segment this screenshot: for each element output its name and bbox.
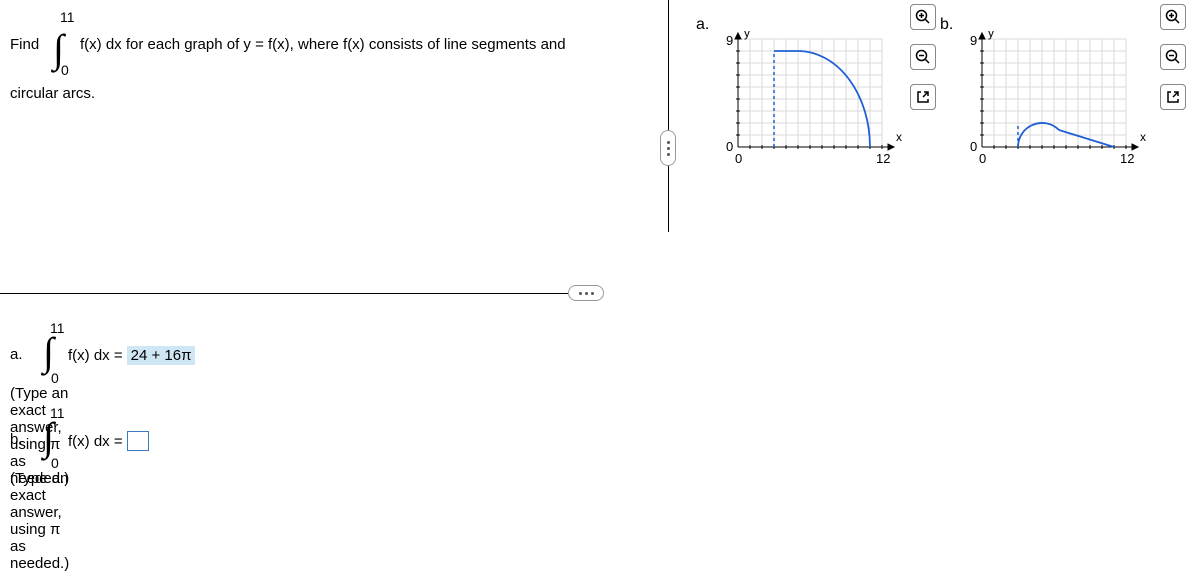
answer-a-value[interactable]: 24 + 16π bbox=[127, 346, 196, 365]
svg-text:9: 9 bbox=[970, 33, 977, 48]
zoom-in-icon[interactable] bbox=[1160, 4, 1186, 30]
svg-text:0: 0 bbox=[979, 151, 986, 166]
ymax-label: 9 bbox=[726, 33, 733, 48]
zoom-in-icon[interactable] bbox=[910, 4, 936, 30]
more-options-button[interactable] bbox=[568, 285, 604, 301]
answer-a-lower: 0 bbox=[51, 370, 59, 386]
question-line2: circular arcs. bbox=[10, 80, 95, 107]
vertical-divider bbox=[668, 0, 669, 232]
question-line1: f(x) dx for each graph of y = f(x), wher… bbox=[80, 31, 566, 58]
answer-b-input[interactable] bbox=[127, 431, 149, 451]
graph-a[interactable]: y x 9 0 0 12 bbox=[716, 31, 906, 195]
ymin-label: 0 bbox=[726, 139, 733, 154]
graph-b-label: b. bbox=[940, 16, 953, 34]
answer-a-integral-symbol: ∫ bbox=[43, 328, 54, 375]
zoom-out-icon[interactable] bbox=[1160, 44, 1186, 70]
find-word: Find bbox=[10, 31, 39, 58]
graph-a-label: a. bbox=[696, 16, 709, 34]
answer-b-letter: b. bbox=[10, 431, 23, 448]
answer-a-expr: f(x) dx = bbox=[68, 347, 123, 364]
svg-text:12: 12 bbox=[1120, 151, 1134, 166]
xmax-label: 12 bbox=[876, 151, 890, 166]
xmin-label: 0 bbox=[735, 151, 742, 166]
y-axis-label: y bbox=[744, 31, 750, 40]
answer-a-letter: a. bbox=[10, 346, 23, 363]
graph-b[interactable]: y x 9 0 0 12 bbox=[960, 31, 1150, 195]
answer-b-hint: (Type an exact answer, using π as needed… bbox=[10, 470, 69, 572]
svg-text:x: x bbox=[1140, 130, 1146, 144]
x-axis-label: x bbox=[896, 130, 902, 144]
svg-text:y: y bbox=[988, 31, 994, 40]
answer-b-lower: 0 bbox=[51, 455, 59, 471]
vertical-more-button[interactable] bbox=[660, 130, 676, 166]
svg-text:0: 0 bbox=[970, 139, 977, 154]
popout-icon[interactable] bbox=[910, 84, 936, 110]
graph-b-tools bbox=[1160, 4, 1186, 110]
popout-icon[interactable] bbox=[1160, 84, 1186, 110]
answer-b-integral-symbol: ∫ bbox=[43, 413, 54, 460]
question-panel: 11 ∫ 0 Find f(x) dx for each graph of y … bbox=[0, 0, 640, 10]
answer-b-expr: f(x) dx = bbox=[68, 433, 123, 450]
graph-a-tools bbox=[910, 4, 936, 110]
zoom-out-icon[interactable] bbox=[910, 44, 936, 70]
horizontal-divider bbox=[0, 293, 568, 294]
